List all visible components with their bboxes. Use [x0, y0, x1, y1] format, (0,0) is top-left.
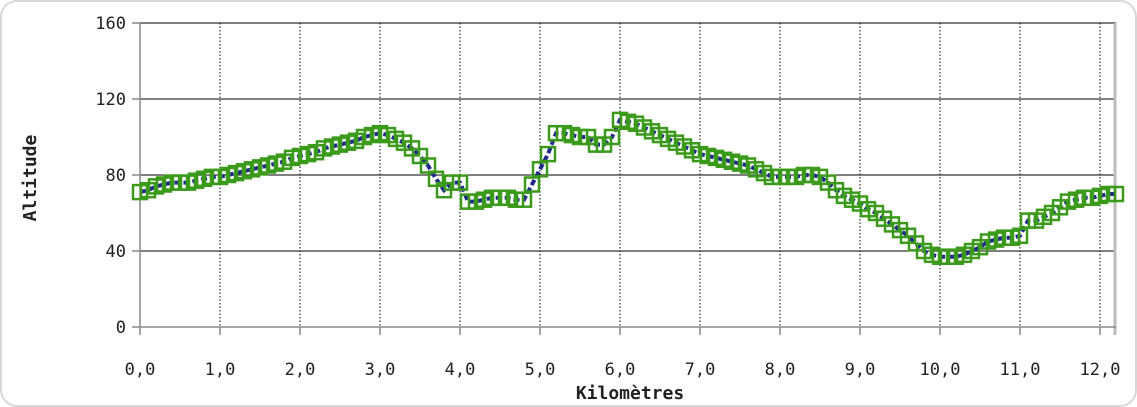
data-point-marker — [539, 145, 557, 163]
y-tick-label: 80 — [106, 166, 126, 186]
y-tick-label: 160 — [95, 14, 126, 34]
axes — [132, 22, 1117, 335]
y-tick-label: 40 — [106, 242, 126, 262]
y-tick-label: 120 — [95, 90, 126, 110]
tick-labels: 0 40 80 120 160 0,0 1,0 2,0 3,0 4,0 5,0 6,0 7,0 8,0 9,… — [95, 14, 1120, 380]
altitude-series — [131, 111, 1125, 265]
x-tick-label: 3,0 — [365, 360, 396, 380]
grid — [140, 22, 1116, 327]
x-tick-label: 6,0 — [605, 360, 636, 380]
x-tick-label: 5,0 — [525, 360, 556, 380]
x-tick-label: 9,0 — [845, 360, 876, 380]
y-axis-title: Altitude — [20, 134, 41, 221]
x-tick-label: 0,0 — [125, 360, 156, 380]
y-tick-label: 0 — [116, 318, 126, 338]
data-point-marker — [451, 174, 469, 191]
x-tick-label: 8,0 — [765, 360, 796, 380]
x-tick-label: 7,0 — [685, 360, 716, 380]
x-tick-label: 11,0 — [1000, 360, 1041, 380]
x-axis-title: Kilomètres — [576, 383, 684, 404]
x-tick-label: 1,0 — [205, 360, 236, 380]
x-tick-label: 10,0 — [920, 360, 961, 380]
x-tick-label: 12,0 — [1080, 360, 1121, 380]
x-tick-label: 4,0 — [445, 360, 476, 380]
x-tick-label: 2,0 — [285, 360, 316, 380]
data-point-marker — [1107, 185, 1125, 203]
data-point-marker — [603, 128, 621, 146]
